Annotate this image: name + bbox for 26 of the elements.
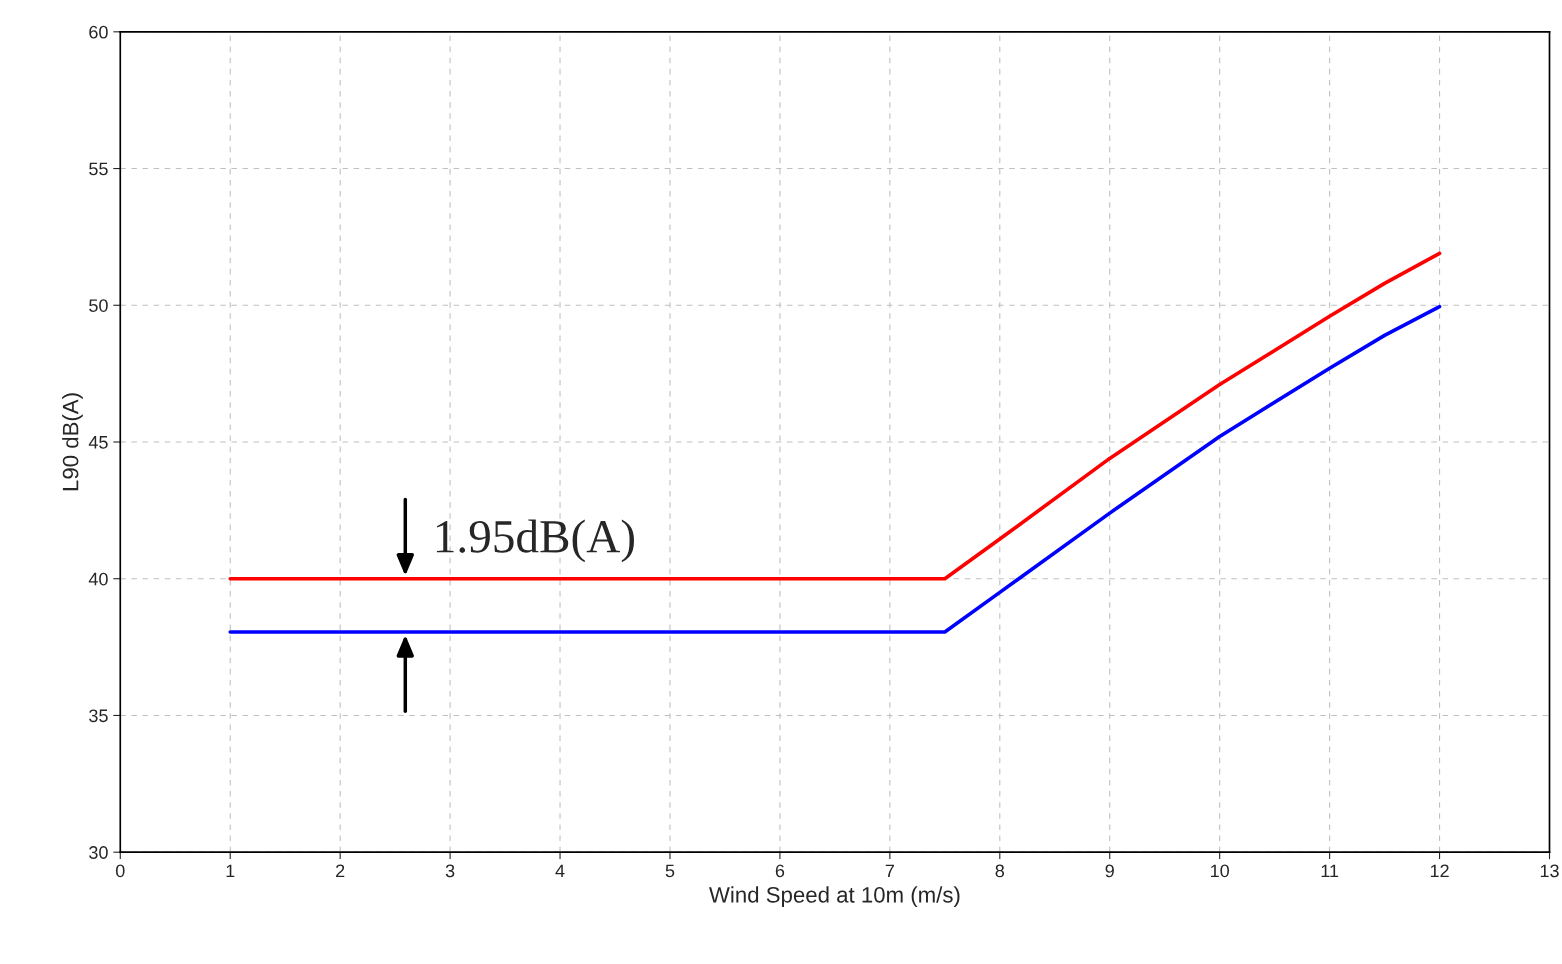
x-tick-label: 3 <box>445 864 455 878</box>
line-series <box>228 304 1442 634</box>
x-tick-label: 0 <box>115 864 125 878</box>
y-axis-title: L90 dB(A) <box>62 393 83 491</box>
x-tick-label: 2 <box>336 864 345 878</box>
y-tick-label: 45 <box>88 436 108 449</box>
y-tick-label: 30 <box>89 846 108 859</box>
x-tick-label: 6 <box>775 864 785 878</box>
y-tick-label: 55 <box>89 162 108 176</box>
x-tick-label: 5 <box>665 864 675 878</box>
x-tick-label: 13 <box>1540 864 1559 878</box>
x-axis-title: Wind Speed at 10m (m/s) <box>709 886 960 908</box>
annotation: 1.95dB(A) <box>436 519 635 563</box>
x-tick-label: 12 <box>1430 864 1449 878</box>
y-tick-label: 35 <box>89 709 108 723</box>
y-tick-label: 60 <box>89 25 108 39</box>
x-tick-label: 8 <box>995 864 1005 878</box>
x-tick-label: 4 <box>555 864 565 878</box>
x-tick-label: 10 <box>1211 864 1230 878</box>
x-tick-label: 1 <box>226 864 235 878</box>
line-series <box>228 251 1442 581</box>
x-tick-label: 9 <box>1105 864 1114 878</box>
x-tick-label: 11 <box>1321 864 1339 878</box>
y-tick-label: 40 <box>88 572 108 586</box>
y-tick-label: 50 <box>89 299 108 312</box>
x-tick-label: 7 <box>885 864 894 878</box>
